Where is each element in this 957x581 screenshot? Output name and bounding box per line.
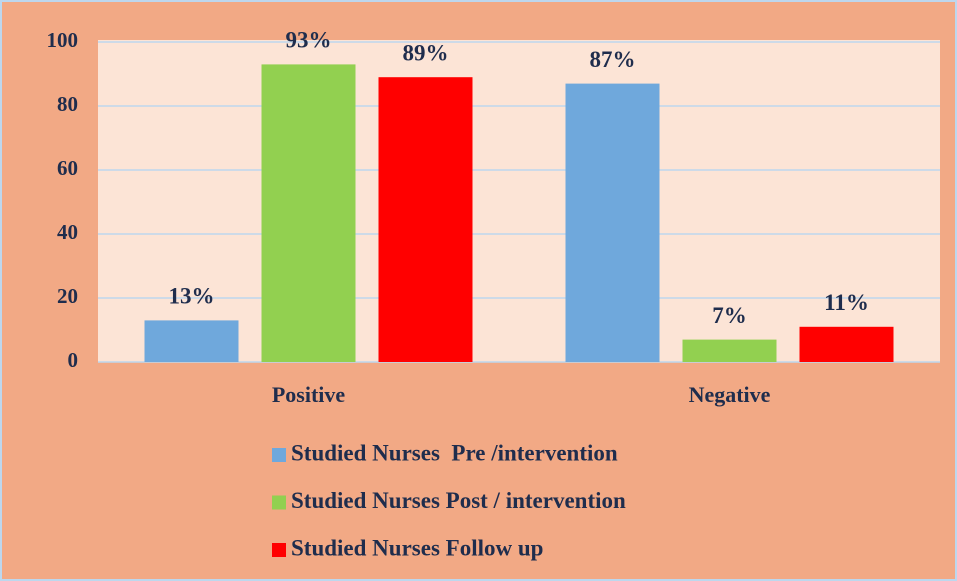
data-label: 93% <box>286 28 332 53</box>
bar <box>261 64 356 363</box>
legend-label: Studied Nurses Post / intervention <box>291 488 626 513</box>
bar <box>565 83 660 362</box>
y-tick-label: 60 <box>57 156 78 180</box>
data-label: 87% <box>590 47 636 72</box>
data-label: 7% <box>712 303 747 328</box>
data-label: 89% <box>403 40 449 65</box>
legend-swatch <box>272 495 286 510</box>
x-tick-label: Negative <box>689 382 771 407</box>
y-tick-label: 20 <box>57 284 78 308</box>
x-tick-label: Positive <box>272 382 346 407</box>
legend-label: Studied Nurses Pre /intervention <box>291 440 618 465</box>
bar <box>144 320 239 362</box>
legend-label: Studied Nurses Follow up <box>291 535 543 560</box>
bar <box>799 326 894 362</box>
data-label: 11% <box>824 290 869 315</box>
bar <box>682 339 777 362</box>
legend-swatch <box>272 543 286 557</box>
plot-area <box>98 40 940 362</box>
legend-swatch <box>272 448 286 462</box>
y-tick-label: 0 <box>68 348 79 372</box>
data-label: 13% <box>169 284 215 309</box>
y-tick-label: 40 <box>57 220 78 244</box>
y-tick-label: 100 <box>47 28 79 52</box>
y-tick-label: 80 <box>57 92 78 116</box>
bar <box>378 77 473 362</box>
